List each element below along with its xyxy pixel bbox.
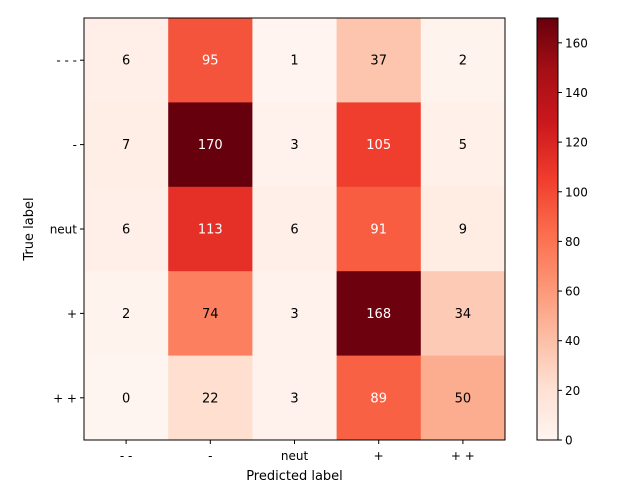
cell-value-label: 113 [198, 223, 223, 238]
y-tick-label: + + [53, 391, 77, 405]
cell-value-label: 6 [122, 223, 130, 238]
heatmap-cell [84, 271, 169, 357]
colorbar-tick-label: 80 [565, 235, 580, 249]
colorbar-tick-label: 0 [565, 434, 573, 448]
cell-value-label: 170 [198, 138, 223, 153]
heatmap-cell [252, 102, 338, 188]
y-axis-ticks: - - - - neut + + + [50, 54, 84, 405]
heatmap-cell [336, 271, 422, 357]
cell-value-label: 3 [290, 138, 298, 153]
heatmap-cell [336, 186, 422, 272]
cell-value-label: 5 [459, 138, 467, 153]
cell-value-label: 3 [290, 391, 298, 406]
y-tick-label: - - - [56, 54, 77, 68]
heatmap-cell [84, 355, 169, 441]
heatmap-cell [252, 355, 338, 441]
heatmap-cell [420, 271, 506, 357]
y-axis-label: True label [22, 197, 37, 261]
colorbar-tick-label: 40 [565, 334, 580, 348]
cell-value-label: 95 [202, 54, 219, 69]
cell-value-label: 1 [290, 54, 298, 69]
cell-value-label: 2 [459, 54, 467, 69]
heatmap-cell [84, 186, 169, 272]
colorbar-tick-label: 120 [565, 136, 588, 150]
heatmap-cell [168, 186, 253, 272]
heatmap-cell [84, 102, 169, 188]
colorbar-tick-label: 60 [565, 285, 580, 299]
cell-value-label: 6 [122, 54, 130, 69]
heatmap-cell [252, 186, 338, 272]
colorbar-frame [536, 17, 559, 441]
colorbar-gradient [537, 18, 558, 440]
colorbar-tick-label: 100 [565, 185, 588, 199]
x-tick-label: + [374, 449, 384, 463]
heatmap-cell [84, 18, 169, 103]
colorbar-tick-label: 160 [565, 36, 588, 50]
heatmap-cell-labels: 6 95 1 37 2 7 170 3 105 5 6 113 6 91 9 2 74 3 168 34 0 22 3 89 5… [122, 54, 471, 407]
cell-value-label: 9 [459, 223, 467, 238]
x-axis-label: Predicted label [246, 469, 343, 480]
heatmap-cells [84, 18, 506, 441]
heatmap-cell [420, 186, 506, 272]
cell-value-label: 3 [290, 307, 298, 322]
colorbar-tick-label: 140 [565, 86, 588, 100]
heatmap-cell [168, 355, 253, 441]
y-tick-label: - [73, 138, 77, 152]
heatmap-cell [420, 18, 506, 103]
x-tick-label: neut [281, 449, 309, 463]
cell-value-label: 0 [122, 391, 130, 406]
y-tick-label: + [67, 307, 77, 321]
cell-value-label: 168 [366, 307, 391, 322]
colorbar: 0 20 40 60 80 100 120 140 160 [536, 17, 588, 448]
cell-value-label: 22 [202, 391, 219, 406]
heatmap-cell [420, 102, 506, 188]
x-tick-label: - - [120, 449, 132, 463]
cell-value-label: 37 [370, 54, 387, 69]
heatmap-cell [336, 18, 422, 103]
cell-value-label: 6 [290, 223, 298, 238]
heatmap-cell [168, 18, 253, 103]
cell-value-label: 2 [122, 307, 130, 322]
colorbar-tick-label: 20 [565, 384, 580, 398]
heatmap-cell [336, 355, 422, 441]
cell-value-label: 34 [455, 307, 472, 322]
x-tick-label: + + [451, 449, 475, 463]
x-tick-label: - [208, 449, 212, 463]
cell-value-label: 89 [370, 391, 387, 406]
cell-value-label: 91 [370, 223, 387, 238]
heatmap-cell [252, 271, 338, 357]
heatmap-cell [336, 102, 422, 188]
x-axis-ticks: - - - neut + + + [120, 440, 475, 463]
y-tick-label: neut [50, 223, 78, 237]
cell-value-label: 7 [122, 138, 130, 153]
colorbar-ticks: 0 20 40 60 80 100 120 140 160 [558, 36, 588, 448]
heatmap-cell [252, 18, 338, 103]
heatmap-cell [168, 271, 253, 357]
cell-value-label: 105 [366, 138, 391, 153]
heatmap-cell [168, 102, 253, 188]
cell-value-label: 74 [202, 307, 219, 322]
cell-value-label: 50 [455, 391, 472, 406]
heatmap-cell [420, 355, 506, 441]
